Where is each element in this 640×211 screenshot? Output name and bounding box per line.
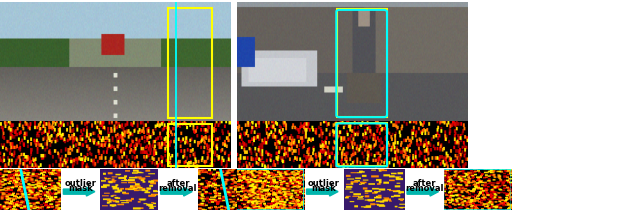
Bar [337,9,387,116]
Text: mask: mask [68,184,93,193]
FancyArrow shape [63,187,95,196]
Text: removal: removal [405,184,444,193]
FancyArrow shape [307,187,338,196]
Text: outlier: outlier [308,179,340,188]
Text: removal: removal [159,184,197,193]
Bar [337,123,387,166]
FancyArrow shape [161,187,192,196]
Text: after: after [413,179,436,188]
Text: outlier: outlier [65,179,97,188]
Bar [168,124,212,166]
Text: mask: mask [312,184,336,193]
FancyArrow shape [407,187,438,196]
Bar [168,8,212,118]
Text: after: after [166,179,189,188]
